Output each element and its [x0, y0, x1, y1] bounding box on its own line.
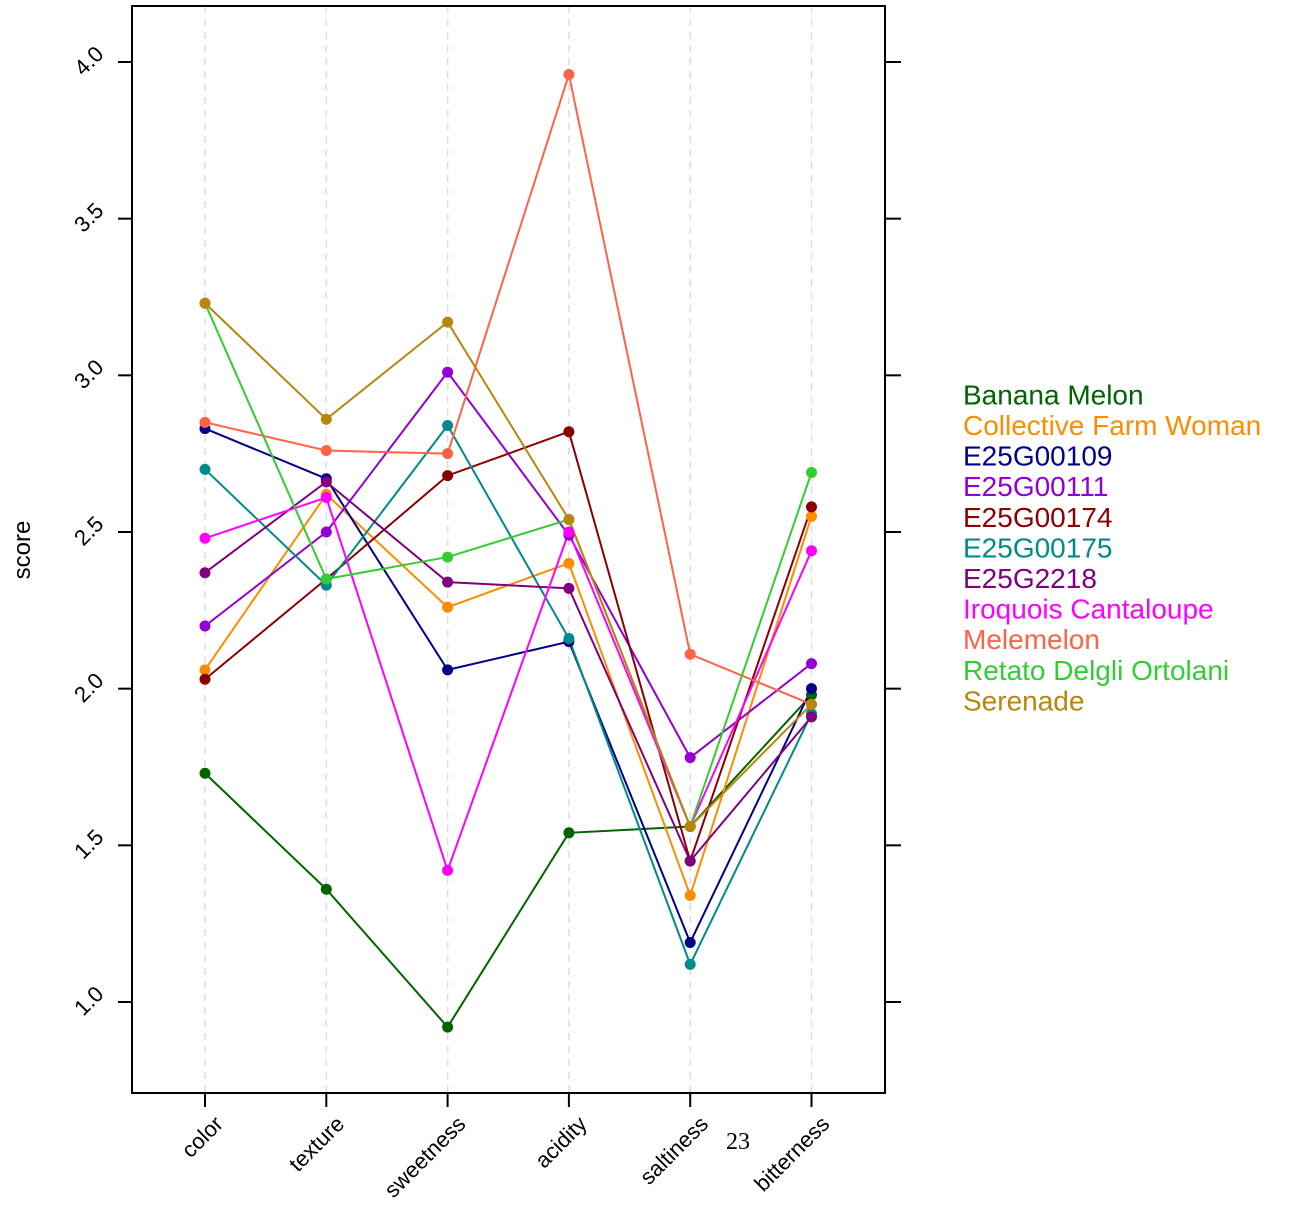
data-point-e25g2218-saltiness — [684, 855, 696, 867]
x-tick-label-texture: texture — [284, 1111, 349, 1176]
data-point-e25g00174-color — [199, 673, 211, 685]
data-point-e25g2218-texture — [320, 476, 332, 488]
data-point-iroquois-cantaloupe-color — [199, 532, 211, 544]
x-tick-label-color: color — [176, 1111, 227, 1162]
data-point-e25g00109-saltiness — [684, 936, 696, 948]
y-tick-label: 3.0 — [69, 354, 108, 393]
series-line-banana-melon — [204, 694, 813, 1029]
x-tick-label-sweetness: sweetness — [379, 1111, 470, 1202]
data-point-melemelon-color — [199, 416, 211, 428]
data-point-e25g00175-acidity — [563, 633, 575, 645]
data-point-e25g2218-sweetness — [442, 576, 454, 588]
legend-entry-melemelon: Melemelon — [963, 624, 1100, 655]
y-axis-title: score — [9, 521, 36, 580]
data-point-banana-melon-acidity — [563, 827, 575, 839]
series-line-melemelon — [204, 70, 812, 706]
x-tick-label-bitterness: bitterness — [749, 1111, 834, 1196]
data-point-e25g00175-color — [199, 463, 211, 475]
data-point-serenade-bitterness — [806, 698, 817, 710]
data-point-e25g00111-color — [199, 620, 211, 632]
series-line-e25g00175 — [204, 423, 813, 967]
legend-entry-collective-farm-woman: Collective Farm Woman — [963, 410, 1261, 441]
legend-entry-e25g00109: E25G00109 — [963, 441, 1112, 472]
data-point-collective-farm-woman-color — [199, 664, 211, 676]
data-point-banana-melon-color — [199, 767, 211, 779]
data-point-retato-delgli-ortolani-bitterness — [806, 466, 817, 478]
data-point-retato-delgli-ortolani-sweetness — [442, 551, 454, 563]
data-point-collective-farm-woman-acidity — [563, 557, 575, 569]
data-point-iroquois-cantaloupe-bitterness — [806, 545, 817, 557]
y-tick-label: 1.0 — [69, 981, 108, 1020]
data-point-melemelon-saltiness — [684, 648, 696, 660]
legend-entry-serenade: Serenade — [963, 685, 1084, 716]
data-point-melemelon-sweetness — [442, 448, 454, 460]
data-point-banana-melon-texture — [320, 883, 332, 895]
data-point-serenade-texture — [320, 413, 332, 425]
data-point-e25g00111-texture — [320, 526, 332, 538]
data-point-retato-delgli-ortolani-texture — [320, 573, 332, 585]
legend-entry-banana-melon: Banana Melon — [963, 379, 1144, 410]
data-point-e25g00109-sweetness — [442, 664, 454, 676]
y-tick-label: 1.5 — [69, 824, 108, 863]
data-point-e25g00111-bitterness — [806, 658, 817, 670]
data-point-serenade-acidity — [563, 513, 575, 525]
data-point-e25g00109-bitterness — [806, 683, 817, 695]
data-point-e25g2218-acidity — [563, 582, 575, 594]
data-point-collective-farm-woman-saltiness — [684, 889, 696, 901]
legend-entry-iroquois-cantaloupe: Iroquois Cantaloupe — [963, 594, 1214, 625]
series-line-iroquois-cantaloupe — [204, 496, 813, 874]
legend-entry-e25g00175: E25G00175 — [963, 532, 1112, 563]
data-point-iroquois-cantaloupe-sweetness — [442, 864, 454, 876]
data-point-banana-melon-sweetness — [442, 1021, 454, 1033]
data-point-e25g2218-bitterness — [806, 711, 817, 723]
series-line-serenade — [204, 302, 813, 829]
x-tick-label-saltiness: saltiness — [635, 1111, 713, 1189]
series-line-retato-delgli-ortolani — [204, 302, 813, 830]
plot-frame — [131, 5, 886, 1094]
x-tick-label-acidity: acidity — [530, 1111, 592, 1173]
data-point-e25g00174-acidity — [563, 426, 575, 438]
series-line-e25g2218 — [204, 480, 813, 863]
y-tick-label: 2.0 — [69, 668, 108, 707]
data-point-serenade-sweetness — [442, 316, 454, 328]
page-number: 23 — [726, 1129, 750, 1155]
data-point-collective-farm-woman-sweetness — [442, 601, 454, 613]
data-point-e25g00175-saltiness — [684, 958, 696, 970]
data-point-e25g00174-bitterness — [806, 501, 817, 513]
legend-entry-e25g00174: E25G00174 — [963, 502, 1112, 533]
series-lines — [204, 70, 813, 1029]
data-point-e25g2218-color — [199, 567, 211, 579]
series-points — [199, 69, 817, 1033]
data-point-serenade-color — [199, 297, 211, 309]
data-point-collective-farm-woman-bitterness — [806, 510, 817, 522]
data-point-e25g00174-sweetness — [442, 470, 454, 482]
y-axis: 1.0 1.5 2.0 2.5 3.0 3.5 4.0 — [69, 41, 901, 1020]
data-point-melemelon-texture — [320, 445, 332, 457]
data-point-serenade-saltiness — [684, 821, 696, 833]
legend-entry-e25g2218: E25G2218 — [963, 563, 1097, 594]
series-line-e25g00109 — [204, 427, 813, 945]
series-line-e25g00174 — [204, 430, 813, 865]
data-point-melemelon-acidity — [563, 69, 575, 81]
legend-entry-retato-delgli-ortolani: Retato Delgli Ortolani — [963, 655, 1229, 686]
data-point-e25g00111-saltiness — [684, 752, 696, 764]
data-point-iroquois-cantaloupe-acidity — [563, 526, 575, 538]
data-point-e25g00111-sweetness — [442, 366, 454, 378]
y-tick-label: 2.5 — [69, 511, 108, 550]
data-point-iroquois-cantaloupe-texture — [320, 492, 332, 504]
data-point-e25g00175-sweetness — [442, 419, 454, 431]
y-tick-label: 3.5 — [69, 198, 108, 237]
y-tick-label: 4.0 — [69, 41, 108, 80]
legend-entry-e25g00111: E25G00111 — [963, 471, 1108, 502]
